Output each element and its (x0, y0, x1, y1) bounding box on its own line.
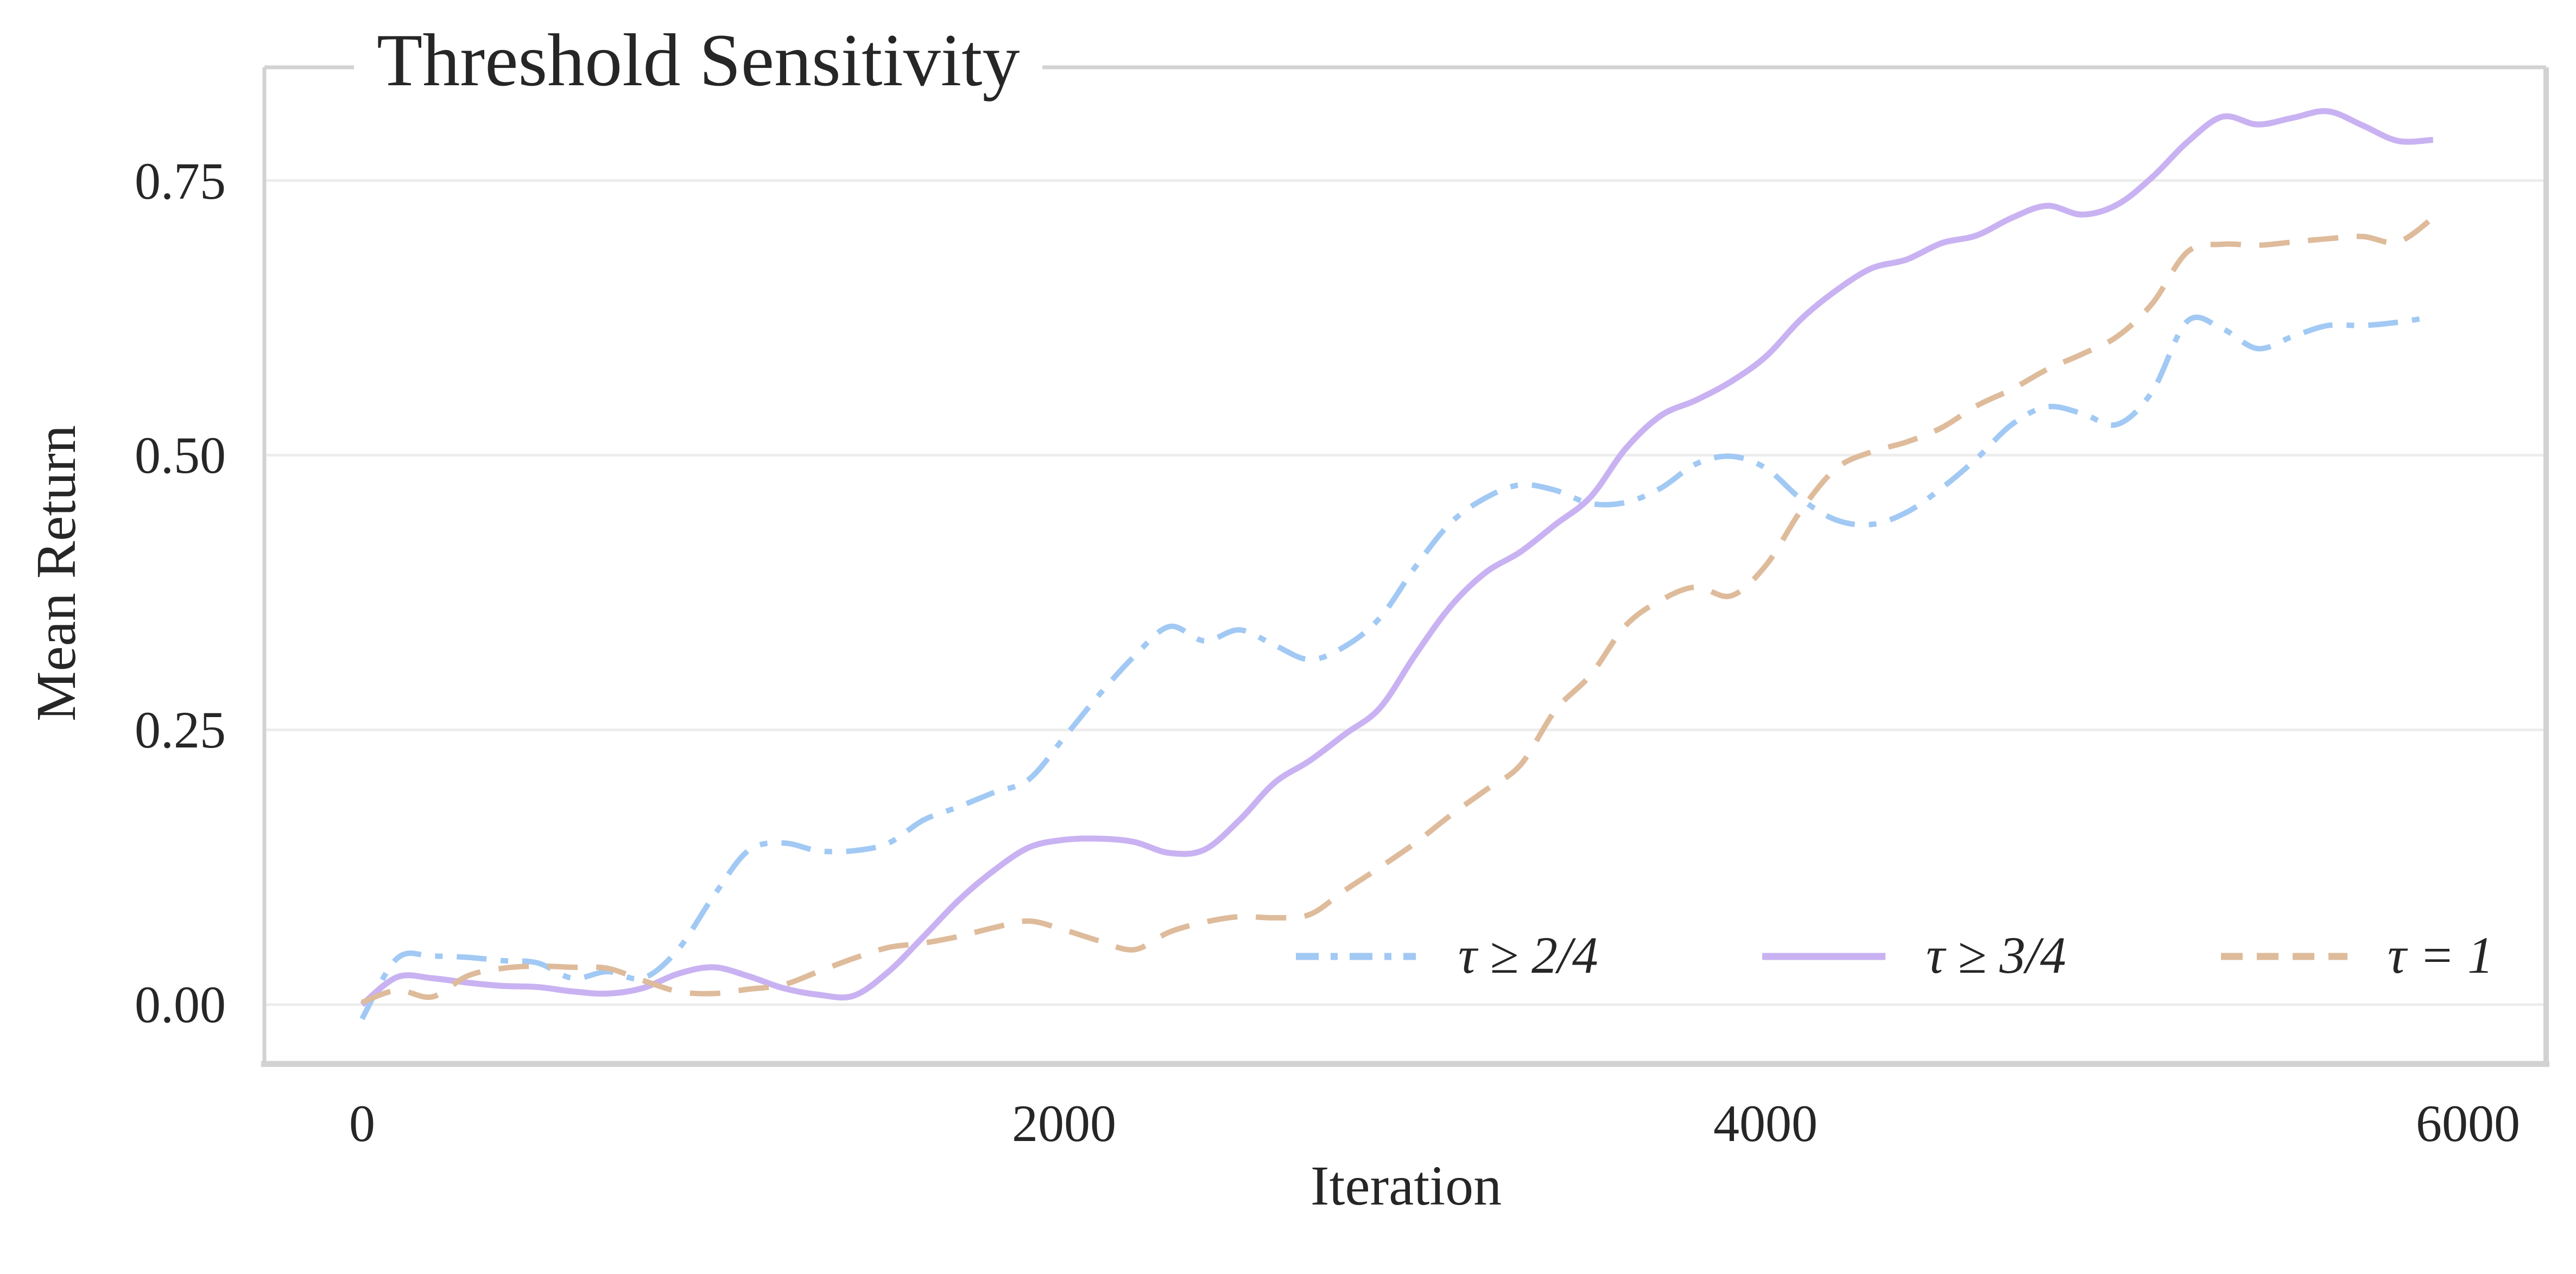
series-line-2 (361, 215, 2435, 1005)
y-tick-label-0.75: 0.75 (135, 152, 226, 210)
legend-label-tau-eq-1: τ = 1 (2388, 926, 2494, 984)
chart-title: Threshold Sensitivity (354, 18, 1043, 103)
x-axis-label: Iteration (1310, 1155, 1502, 1217)
y-tick-label-0.50: 0.50 (135, 426, 226, 484)
x-tick-label-4000: 4000 (1713, 1094, 1818, 1152)
legend-label-tau-ge-2-4: τ ≥ 2/4 (1458, 926, 1598, 984)
x-tick-label-6000: 6000 (2416, 1094, 2520, 1152)
y-tick-label-0.25: 0.25 (135, 701, 226, 759)
spines (261, 65, 2549, 1067)
series-line-1 (360, 108, 2434, 1007)
y-axis-label: Mean Return (25, 425, 87, 721)
y-tick-label-0.00: 0.00 (135, 975, 226, 1034)
legend-label-tau-ge-3-4: τ ≥ 3/4 (1926, 926, 2066, 984)
x-tick-label-0: 0 (349, 1094, 375, 1152)
x-tick-label-2000: 2000 (1012, 1094, 1116, 1152)
gridlines (264, 179, 2546, 1006)
series-lines (359, 108, 2435, 1021)
series-line-0 (359, 314, 2434, 1021)
